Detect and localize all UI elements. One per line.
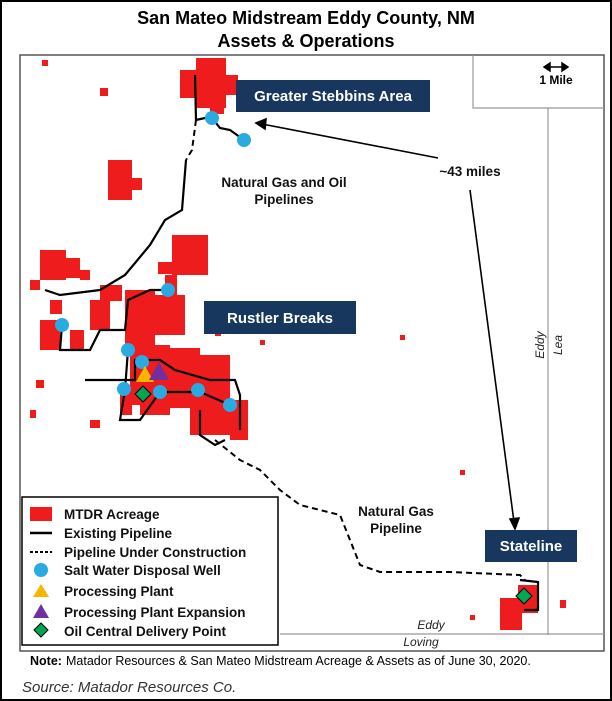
legend-entry: Pipeline Under Construction xyxy=(64,545,246,560)
note-label: Note: xyxy=(30,654,62,668)
county-label: Loving xyxy=(403,635,439,649)
area-label: Stateline xyxy=(500,538,563,555)
area-box xyxy=(485,530,577,562)
scale-label: 1 Mile xyxy=(539,73,573,87)
county-label: Eddy xyxy=(417,618,445,632)
area-label: Rustler Breaks xyxy=(227,310,333,327)
legend-swatch xyxy=(33,584,49,597)
oil-delivery-point xyxy=(134,385,152,403)
acreage xyxy=(30,58,566,630)
county-label: Eddy xyxy=(533,330,547,358)
title-line: San Mateo Midstream Eddy County, NM xyxy=(137,8,475,28)
legend-swatch xyxy=(33,604,49,618)
salt-water-disposal-wells xyxy=(55,111,251,412)
legend-entry: Salt Water Disposal Well xyxy=(64,563,221,578)
area-box xyxy=(236,80,430,112)
annotation: Natural Gas and Oil xyxy=(221,175,346,190)
legend-box xyxy=(21,496,279,646)
map-frame xyxy=(19,54,605,652)
existing-pipeline xyxy=(44,74,540,612)
note: Note: Matador Resources & San Mateo Mids… xyxy=(30,654,531,668)
legend-entry: MTDR Acreage xyxy=(64,507,160,522)
area-box xyxy=(204,301,356,334)
oil-delivery-point xyxy=(515,587,533,605)
annotation: Pipelines xyxy=(254,192,313,207)
pipeline-under-construction xyxy=(185,119,526,581)
annotation: ~43 miles xyxy=(439,164,500,179)
processing-plant xyxy=(136,366,154,382)
legend-swatch xyxy=(30,507,52,521)
distance-arrows xyxy=(254,117,521,532)
legend-entry: Processing Plant xyxy=(64,584,174,599)
legend-swatch xyxy=(34,563,48,577)
annotation: Pipeline xyxy=(370,521,422,536)
title-line: Assets & Operations xyxy=(217,31,394,51)
legend-entry: Oil Central Delivery Point xyxy=(64,624,227,639)
scale xyxy=(542,61,570,73)
processing-plant-expansion xyxy=(149,362,169,380)
legend-entry: Existing Pipeline xyxy=(64,526,173,541)
legend-swatch xyxy=(33,622,49,638)
note-text: Matador Resources & San Mateo Midstream … xyxy=(66,654,531,668)
source: Source: Matador Resources Co. xyxy=(22,679,236,696)
area-label: Greater Stebbins Area xyxy=(254,88,412,105)
annotation: Natural Gas xyxy=(358,504,434,519)
county-label: Lea xyxy=(551,335,565,355)
legend-entry: Processing Plant Expansion xyxy=(64,605,246,620)
